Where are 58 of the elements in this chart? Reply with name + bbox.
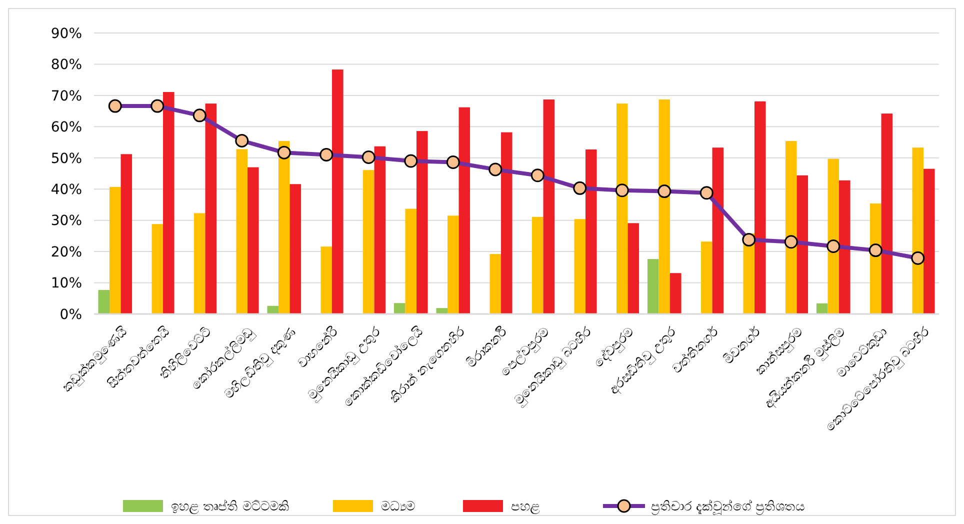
bar [362, 170, 374, 314]
y-tick-label: 70% [50, 88, 82, 104]
legend-label: ප්‍රතිචාර දැක්වූන්ගේ ප්‍රතිශතය [651, 498, 804, 515]
bar [574, 219, 586, 314]
bar [816, 303, 828, 314]
bar [320, 246, 332, 314]
bar [796, 175, 808, 314]
bar [416, 131, 428, 314]
bar [236, 149, 248, 314]
bar [647, 259, 659, 314]
y-tick-label: 80% [50, 57, 82, 74]
bar [490, 254, 502, 314]
bar [194, 213, 206, 314]
bar [586, 149, 597, 314]
bar [839, 180, 850, 314]
bar [290, 184, 302, 314]
bar [881, 114, 893, 314]
bar [163, 92, 174, 314]
bar [785, 141, 797, 314]
bar [616, 104, 628, 314]
bar [754, 101, 766, 314]
legend-label: මධ්‍යම [381, 500, 415, 515]
bar [532, 216, 544, 314]
bar [248, 167, 259, 314]
bar [458, 107, 470, 314]
bar [924, 168, 935, 314]
y-tick-label: 40% [50, 182, 82, 198]
bar [447, 216, 459, 314]
y-tick-label: 90% [50, 26, 82, 42]
bar [628, 223, 640, 314]
legend-label: ඉහළ තෘප්ති මට්ටමකි [171, 498, 290, 515]
bar [670, 273, 682, 314]
bar [700, 242, 712, 314]
y-tick-label: 30% [50, 213, 82, 230]
bar [332, 70, 344, 314]
y-tick-label: 50% [50, 150, 82, 167]
y-tick-label: 0% [60, 306, 82, 323]
y-tick-label: 10% [50, 276, 82, 292]
y-tick-label: 60% [50, 120, 82, 136]
bar [501, 132, 512, 314]
bar [109, 186, 121, 314]
y-tick-label: 20% [50, 244, 82, 260]
bar [98, 290, 110, 314]
bar [152, 224, 164, 314]
bar [278, 141, 290, 314]
bar [394, 303, 406, 314]
bar [543, 100, 555, 314]
bar [267, 306, 278, 314]
bar [712, 148, 724, 314]
bar [658, 100, 670, 314]
bar [436, 308, 448, 314]
bar [205, 104, 217, 314]
bar [374, 146, 386, 314]
bar [828, 158, 840, 314]
bar [912, 148, 924, 314]
bar [405, 208, 417, 314]
bar [120, 154, 132, 314]
legend-label: පහළ [511, 500, 540, 515]
